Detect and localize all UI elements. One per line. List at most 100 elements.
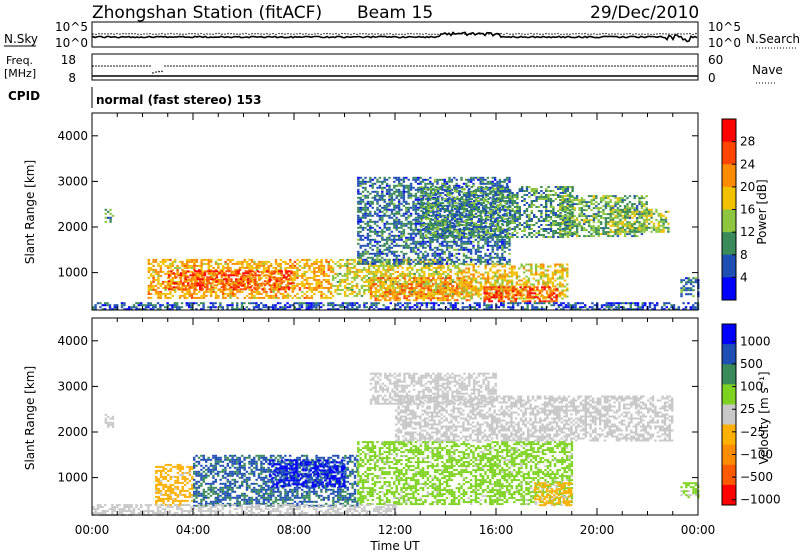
echo-cell [235, 278, 238, 281]
echo-cell [481, 176, 485, 179]
echo-cell [407, 184, 410, 187]
echo-cell [486, 182, 490, 185]
echo-cell [542, 267, 545, 270]
echo-cell [206, 288, 209, 291]
echo-cell [390, 216, 394, 219]
echo-cell [334, 290, 337, 293]
nsearch-dot [161, 32, 163, 35]
echo-cell [359, 200, 362, 203]
echo-cell [397, 180, 401, 183]
echo-cell [373, 244, 377, 247]
echo-cell [458, 222, 461, 224]
echo-cell [365, 270, 368, 273]
echo-cell [247, 286, 250, 289]
echo-cell [442, 270, 445, 273]
echo-cell [479, 260, 482, 263]
echo-cell [384, 270, 388, 273]
echo-cell [417, 228, 420, 231]
echo-cell [293, 294, 297, 297]
echo-cell [415, 277, 418, 280]
echo-cell [308, 282, 311, 285]
echo-cell [196, 276, 199, 279]
echo-cell [152, 258, 155, 261]
echo-cell [503, 242, 506, 245]
echo-cell [214, 268, 218, 271]
echo-cell [290, 278, 293, 281]
echo-cell [424, 202, 427, 205]
echo-cell [436, 210, 439, 213]
echo-cell [196, 282, 199, 285]
echo-cell [425, 216, 428, 218]
echo-cell [484, 208, 487, 211]
echo-cell [231, 290, 234, 293]
echo-cell [515, 277, 519, 280]
echo-cell [522, 289, 526, 292]
nsearch-dot [449, 33, 451, 36]
echo-cell [205, 294, 208, 297]
echo-cell [270, 278, 273, 281]
echo-cell [379, 278, 383, 281]
echo-cell [529, 296, 532, 299]
echo-cell [301, 284, 304, 287]
echo-cell [400, 262, 403, 265]
echo-cell [422, 222, 425, 224]
echo-cell [460, 242, 463, 245]
echo-cell [549, 291, 552, 294]
echo-cell [394, 280, 397, 283]
nave-dot [317, 65, 319, 67]
echo-cell [451, 295, 454, 298]
echo-cell [427, 214, 430, 216]
echo-cell [484, 265, 487, 268]
nave-dot [605, 65, 607, 67]
echo-cell [265, 292, 268, 295]
echo-cell [447, 282, 450, 285]
echo-cell [555, 300, 558, 303]
echo-cell [218, 288, 221, 291]
echo-cell [436, 232, 439, 235]
echo-cell [235, 288, 238, 291]
echo-cell [429, 220, 432, 223]
nave-dot [419, 65, 421, 67]
echo-cell [510, 285, 514, 288]
nsearch-dot [146, 33, 148, 35]
nave-dot [674, 65, 676, 67]
echo-cell [258, 276, 261, 279]
echo-cell [254, 282, 257, 285]
echo-cell [327, 282, 330, 285]
echo-cell [501, 222, 504, 225]
echo-cell [393, 289, 397, 292]
echo-cell [420, 186, 423, 188]
echo-cell [226, 258, 230, 261]
echo-cell [250, 266, 254, 269]
echo-cell [445, 190, 449, 193]
cpid-value: normal (fast stereo) 153 [96, 93, 262, 107]
echo-cell [164, 292, 167, 295]
echo-cell [405, 246, 408, 249]
echo-cell [367, 284, 371, 287]
echo-cell [417, 291, 421, 294]
echo-cell [303, 262, 306, 265]
echo-cell [493, 244, 497, 247]
echo-cell [566, 287, 569, 290]
echo-cell [451, 206, 454, 208]
nave-tick-top: 60 [708, 53, 723, 67]
echo-cell [415, 270, 419, 273]
echo-cell [376, 180, 379, 183]
echo-cell [490, 296, 493, 299]
echo-cell [400, 178, 403, 181]
echo-cell [193, 276, 196, 279]
nsearch-dot [149, 32, 151, 35]
echo-cell [400, 202, 403, 205]
echo-cell [522, 283, 526, 286]
echo-cell [200, 268, 203, 271]
echo-cell [359, 206, 362, 209]
nsky-label: N.Sky [4, 32, 38, 46]
echo-cell [317, 260, 321, 263]
echo-cell [357, 182, 360, 185]
echo-cell [517, 292, 520, 295]
echo-cell [206, 270, 209, 273]
echo-cell [169, 266, 172, 269]
echo-cell [402, 176, 406, 179]
echo-cell [270, 294, 273, 297]
echo-cell [285, 270, 288, 273]
